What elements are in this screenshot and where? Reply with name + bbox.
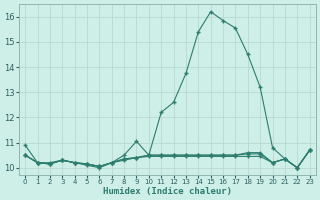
X-axis label: Humidex (Indice chaleur): Humidex (Indice chaleur) <box>103 187 232 196</box>
